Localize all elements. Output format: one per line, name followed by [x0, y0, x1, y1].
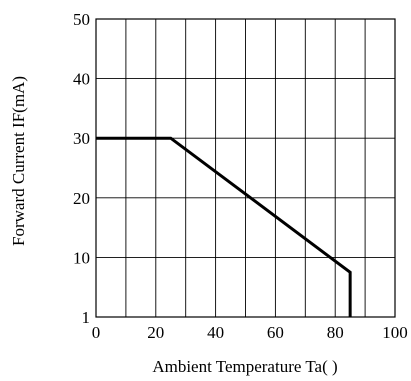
- series-line: [96, 136, 352, 317]
- y-axis-title: Forward Current IF(mA): [9, 76, 28, 246]
- plot-frame: [95, 18, 396, 318]
- y-tick-label: 20: [73, 189, 90, 208]
- y-tick-labels: 1 10 20 30 40 50: [73, 10, 90, 327]
- x-tick-label: 20: [147, 323, 164, 342]
- y-tick-label: 40: [73, 70, 90, 89]
- y-tick-label: 50: [73, 10, 90, 29]
- x-axis-title: Ambient Temperature Ta( ): [152, 357, 337, 376]
- x-tick-labels: 0 20 40 60 80 100: [92, 323, 408, 342]
- x-tick-label: 60: [267, 323, 284, 342]
- x-tick-label: 100: [382, 323, 408, 342]
- y-tick-label: 1: [82, 308, 91, 327]
- y-tick-label: 30: [73, 129, 90, 148]
- x-tick-label: 0: [92, 323, 101, 342]
- x-tick-label: 80: [327, 323, 344, 342]
- y-tick-label: 10: [73, 248, 90, 267]
- x-tick-label: 40: [207, 323, 224, 342]
